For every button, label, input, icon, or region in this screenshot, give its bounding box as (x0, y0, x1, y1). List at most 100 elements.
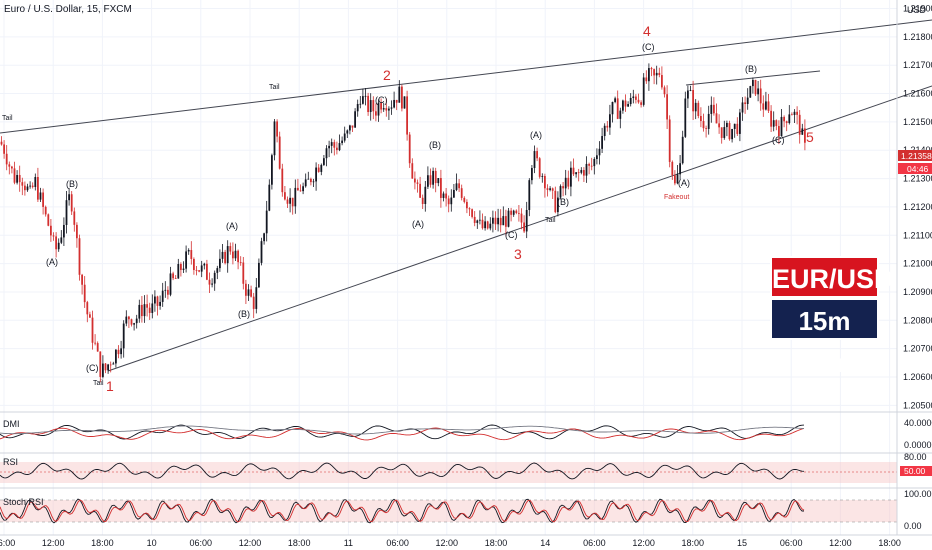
candle-body (429, 175, 432, 185)
candle-body (99, 351, 102, 377)
candle-body (442, 193, 445, 198)
price-tick: 1.20900 (903, 287, 932, 297)
candle-body (281, 168, 284, 193)
candle-body (434, 170, 437, 184)
candle-body (260, 241, 263, 263)
candle-body (554, 190, 557, 213)
candle-body (759, 88, 762, 104)
candle-body (538, 158, 541, 177)
candle-body (598, 148, 601, 156)
subwave-label: (B) (66, 179, 78, 189)
candle-body (5, 153, 8, 165)
candle-body (653, 69, 655, 76)
candle-body (229, 246, 232, 252)
candle-body (640, 102, 642, 105)
candle-body (694, 102, 697, 112)
candle-body (125, 316, 128, 324)
candle-body (369, 100, 372, 113)
candle-body (148, 307, 151, 313)
candle-body (70, 194, 73, 212)
subwave-label: (A) (530, 130, 542, 140)
candle-body (619, 110, 622, 119)
candle-body (312, 181, 315, 183)
candle-body (294, 187, 297, 207)
chart-title: Euro / U.S. Dollar, 15, FXCM (4, 4, 132, 15)
time-tick: 18:00 (91, 538, 114, 548)
candle-body (122, 323, 125, 349)
candle-body (104, 363, 107, 371)
candle-body (286, 199, 289, 204)
subwave-label: (A) (46, 257, 58, 267)
candle-body (564, 177, 567, 189)
candle-body (676, 174, 679, 184)
candle-body (450, 197, 453, 205)
candle-body (401, 86, 403, 109)
candle-body (770, 110, 772, 127)
candle-body (731, 128, 733, 140)
indicator-panels (0, 411, 932, 524)
subwave-label: (B) (238, 309, 250, 319)
candle-body (185, 251, 187, 269)
candle-body (611, 101, 614, 115)
candle-body (733, 123, 736, 129)
candle-body (679, 163, 681, 175)
candle-body (424, 186, 427, 204)
stoch-tick-100: 100.00 (904, 489, 932, 499)
time-axis[interactable]: 06:00 12:00 18:00 10 06:00 12:00 18:00 11 06:00 1… (0, 534, 932, 548)
candle-body (26, 186, 29, 191)
candle-body (406, 96, 408, 135)
candle-body (221, 251, 224, 259)
candle-body (559, 186, 562, 198)
candle-body (159, 301, 161, 306)
candle-body (29, 185, 31, 187)
time-tick: 14 (540, 538, 550, 548)
candle-body (297, 187, 299, 191)
subwave-label: (A) (412, 219, 424, 229)
price-tick: 1.21700 (903, 60, 932, 70)
candle-body (245, 283, 247, 296)
candle-body (364, 95, 367, 97)
candle-body (468, 208, 471, 210)
time-tick: 06:00 (190, 538, 213, 548)
candle-body (341, 140, 343, 144)
upper-trendline (0, 19, 932, 134)
subwave-label: (C) (772, 135, 785, 145)
candle-body (718, 123, 720, 128)
candle-body (671, 161, 674, 176)
last-price-tag (898, 150, 932, 161)
candle-body (31, 185, 34, 187)
price-tick: 1.21300 (903, 174, 932, 184)
price-axis[interactable]: 1.219001.218001.217001.216001.215001.214… (896, 0, 932, 535)
candle-body (757, 88, 759, 95)
dmi-tick-40: 40.0000 (904, 418, 932, 428)
candle-body (416, 182, 419, 184)
candle-body (154, 296, 156, 304)
candle-body (302, 186, 304, 192)
candle-body (234, 250, 237, 259)
subwave-label: (C) (375, 95, 388, 105)
candle-body (648, 68, 650, 82)
time-tick: 12:00 (436, 538, 459, 548)
candle-body (354, 111, 356, 128)
candle-body (278, 136, 281, 169)
candle-body (702, 121, 705, 129)
candle-body (13, 168, 16, 183)
candle-body (458, 183, 460, 189)
candle-body (182, 268, 185, 270)
candle-body (645, 77, 648, 82)
candle-body (291, 197, 294, 207)
rsi-label: RSI (3, 457, 18, 467)
candle-body (50, 225, 52, 236)
candle-body (172, 273, 174, 279)
candle-body (572, 167, 575, 175)
candle-body (310, 178, 312, 183)
candle-body (24, 185, 26, 191)
time-tick: 06:00 (0, 538, 15, 548)
candle-body (190, 250, 193, 259)
candle-body (580, 170, 583, 173)
candle-body (453, 189, 455, 198)
candle-body (320, 164, 323, 172)
candle-body (18, 174, 21, 183)
candle-body (151, 303, 154, 313)
